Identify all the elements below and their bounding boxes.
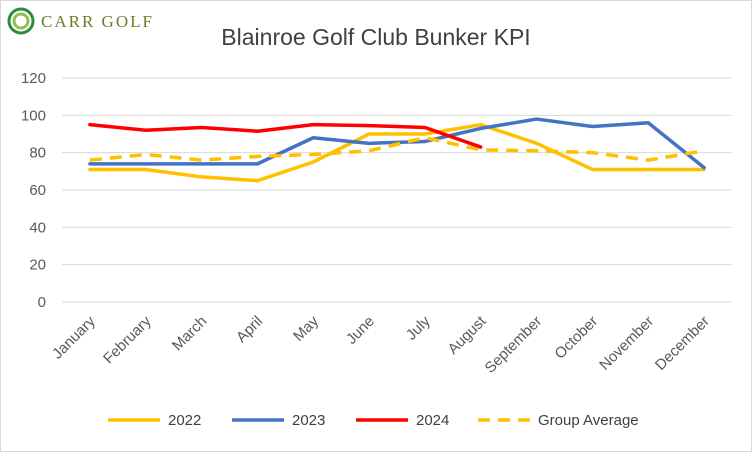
data-point bbox=[368, 133, 371, 136]
x-tick-label: October bbox=[551, 313, 601, 363]
data-point bbox=[591, 151, 594, 154]
data-point bbox=[479, 148, 482, 151]
data-point bbox=[256, 130, 259, 133]
y-tick-label: 40 bbox=[29, 219, 46, 236]
series-lines bbox=[88, 117, 706, 183]
x-tick-label: December bbox=[652, 313, 713, 374]
data-point bbox=[423, 140, 426, 143]
data-point bbox=[703, 149, 706, 152]
logo-text: CARR GOLF bbox=[41, 12, 154, 31]
x-tick-label: November bbox=[596, 313, 657, 374]
series-line bbox=[89, 135, 705, 162]
series-line bbox=[88, 122, 706, 183]
data-point bbox=[591, 168, 594, 171]
data-point bbox=[88, 159, 91, 162]
x-tick-label: July bbox=[403, 312, 434, 343]
data-point bbox=[535, 149, 538, 152]
data-point bbox=[479, 127, 482, 130]
data-point bbox=[479, 146, 482, 149]
y-tick-label: 60 bbox=[29, 182, 46, 199]
legend: 2022 2023 2024 Group Average bbox=[108, 412, 639, 429]
data-point bbox=[423, 136, 426, 139]
y-tick-label: 80 bbox=[29, 145, 46, 162]
data-point bbox=[312, 153, 315, 156]
data-point bbox=[200, 162, 203, 165]
data-point bbox=[479, 123, 482, 126]
data-point bbox=[256, 155, 259, 158]
legend-label: 2023 bbox=[292, 412, 325, 429]
legend-item: Group Average bbox=[478, 412, 639, 429]
data-point bbox=[200, 175, 203, 178]
data-point bbox=[88, 123, 91, 126]
data-point bbox=[423, 133, 426, 136]
data-point bbox=[200, 126, 203, 129]
data-point bbox=[535, 118, 538, 121]
x-tick-label: August bbox=[445, 312, 491, 358]
legend-label: 2024 bbox=[416, 412, 449, 429]
series-group-average bbox=[88, 135, 706, 162]
y-tick-label: 20 bbox=[29, 257, 46, 274]
legend-label: 2022 bbox=[168, 412, 201, 429]
data-point bbox=[88, 168, 91, 171]
x-tick-label: June bbox=[343, 313, 378, 348]
data-point bbox=[591, 125, 594, 128]
data-point bbox=[144, 168, 147, 171]
data-point bbox=[144, 162, 147, 165]
data-point bbox=[368, 149, 371, 152]
gridlines bbox=[62, 77, 732, 303]
data-point bbox=[535, 142, 538, 145]
data-point bbox=[703, 166, 706, 169]
data-point bbox=[312, 136, 315, 139]
legend-item: 2022 bbox=[108, 412, 201, 429]
data-point bbox=[144, 153, 147, 156]
x-tick-label: May bbox=[290, 312, 322, 344]
data-point bbox=[647, 121, 650, 124]
x-tick-label: September bbox=[482, 313, 546, 377]
data-point bbox=[200, 159, 203, 162]
data-point bbox=[88, 162, 91, 165]
data-point bbox=[368, 124, 371, 127]
x-tick-label: April bbox=[233, 313, 266, 346]
series-2024 bbox=[88, 122, 483, 149]
x-tick-label: February bbox=[100, 312, 155, 367]
legend-item: 2023 bbox=[232, 412, 325, 429]
y-tick-label: 100 bbox=[21, 107, 46, 124]
series-line bbox=[88, 122, 483, 149]
data-point bbox=[312, 161, 315, 164]
x-axis-ticks: January February March April May June July Augu… bbox=[49, 312, 713, 376]
y-axis-ticks: 0 20 40 60 80 100 120 bbox=[21, 70, 46, 311]
legend-label: Group Average bbox=[538, 412, 639, 429]
data-point bbox=[647, 159, 650, 162]
chart-title: Blainroe Golf Club Bunker KPI bbox=[221, 24, 530, 50]
x-tick-label: March bbox=[169, 313, 210, 354]
carr-golf-logo: CARR GOLF bbox=[7, 7, 154, 35]
x-tick-label: January bbox=[49, 312, 99, 362]
data-point bbox=[647, 168, 650, 171]
data-point bbox=[368, 142, 371, 145]
series-line bbox=[88, 117, 706, 170]
data-point bbox=[144, 129, 147, 132]
data-point bbox=[256, 179, 259, 182]
logo-ring-icon bbox=[7, 7, 35, 35]
y-tick-label: 120 bbox=[21, 70, 46, 87]
data-point bbox=[256, 162, 259, 165]
series-2022 bbox=[88, 122, 706, 183]
logo-ball-icon bbox=[12, 12, 30, 30]
data-point bbox=[423, 126, 426, 129]
data-point bbox=[312, 123, 315, 126]
legend-item: 2024 bbox=[356, 412, 449, 429]
series-2023 bbox=[88, 117, 706, 170]
y-tick-label: 0 bbox=[38, 294, 46, 311]
